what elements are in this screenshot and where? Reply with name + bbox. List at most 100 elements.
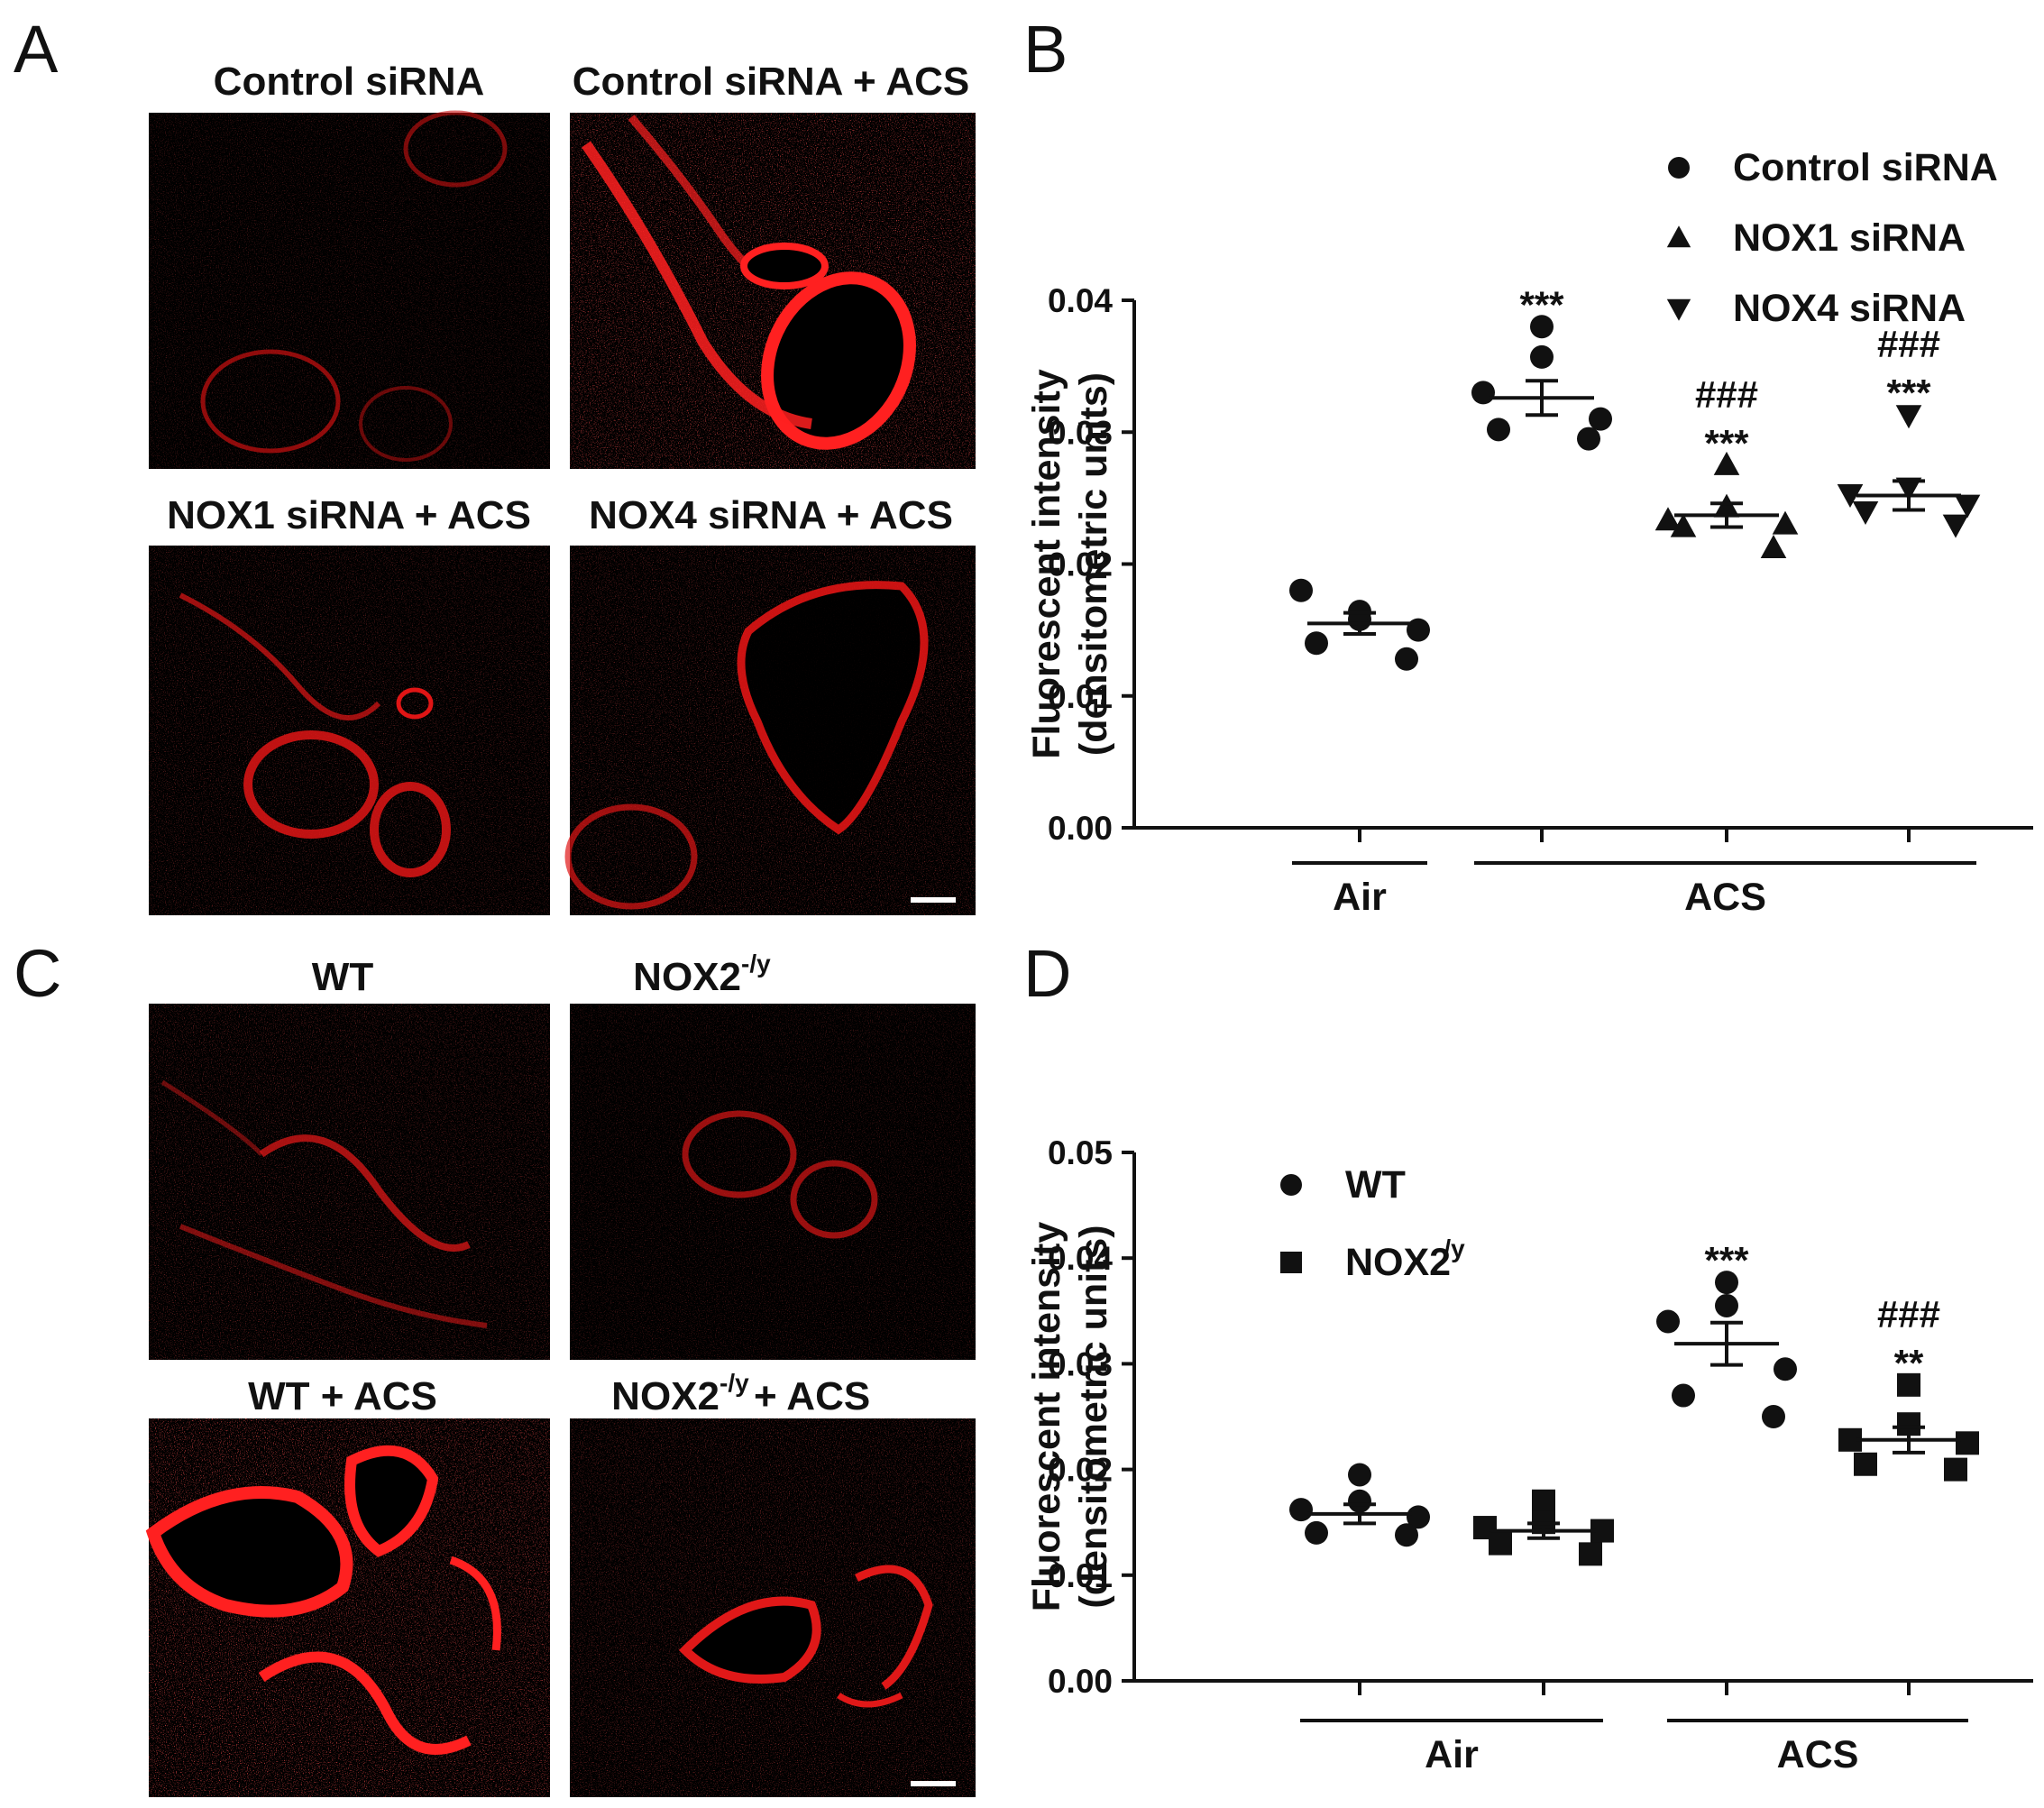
legend-label: WT [1345, 1163, 1406, 1207]
micrograph-c3 [145, 1418, 550, 1797]
data-point [1654, 507, 1682, 531]
data-point [1837, 483, 1864, 508]
significance-label: ### [1695, 373, 1758, 416]
panel-label-d: D [1023, 936, 1071, 1011]
significance-label: *** [1519, 283, 1564, 326]
y-tick-label: 0.04 [1048, 282, 1113, 319]
legend-marker [1666, 225, 1691, 248]
data-point [1530, 315, 1554, 339]
data-column: ** ### [1838, 1293, 1979, 1482]
group-label: ACS [1684, 876, 1766, 919]
image-title-c4: NOX2 -/y + ACS [611, 1369, 870, 1418]
data-point [1715, 1293, 1738, 1317]
data-column: *** [1471, 283, 1612, 451]
image-title-a1: Control siRNA [214, 60, 485, 104]
data-point [1670, 513, 1697, 537]
legend-entry: NOX2-/y [1280, 1234, 1465, 1284]
image-title-a3: NOX1 siRNA + ACS [167, 493, 531, 537]
micrograph-c2 [570, 1004, 976, 1360]
data-point [1944, 1457, 1967, 1482]
data-point [1471, 381, 1495, 405]
data-column: *** ### [1654, 373, 1799, 558]
data-point [1760, 535, 1787, 558]
data-point [1407, 1505, 1430, 1529]
y-tick-label: 0.01 [1048, 678, 1113, 715]
data-point [1854, 1452, 1877, 1476]
y-tick-label: 0.05 [1048, 1134, 1113, 1171]
data-point [1532, 1489, 1555, 1513]
data-column: *** ### [1837, 323, 1981, 538]
data-point [1942, 514, 1969, 538]
chart-d: 0.00 0.01 0.02 0.03 0.04 0.05 Fluorescent inte… [1025, 1134, 2033, 1776]
significance-label: ### [1877, 1293, 1940, 1335]
legend-label: NOX4 siRNA [1733, 287, 1966, 330]
data-point [1774, 1357, 1797, 1381]
legend-label: NOX1 siRNA [1733, 216, 1966, 260]
significance-label: *** [1704, 1239, 1749, 1281]
data-point [1489, 1531, 1512, 1556]
legend-entry: NOX1 siRNA [1666, 216, 1966, 260]
y-axis-label: Fluorescent intensity (densitometric unit… [1025, 1222, 1115, 1612]
svg-text:NOX2: NOX2 [611, 1374, 720, 1418]
image-title-c1: WT [312, 955, 374, 999]
y-axis-label-line2: (densitometric units) [1072, 1225, 1115, 1608]
data-point [1348, 1489, 1371, 1513]
image-title-c3: WT + ACS [248, 1374, 437, 1418]
group-label: Air [1333, 876, 1387, 919]
significance-label: ** [1894, 1342, 1924, 1384]
chart-b: 0.00 0.01 0.02 0.03 0.04 Fluorescent intensit… [1025, 146, 2033, 919]
y-axis-label: Fluorescent intensity (densitometric unit… [1025, 369, 1115, 759]
significance-label: ### [1877, 323, 1940, 365]
y-tick-label: 0.00 [1048, 1663, 1113, 1700]
data-point [1852, 500, 1879, 525]
image-title-c2: NOX2 -/y [633, 950, 771, 999]
micrograph-a4 [564, 546, 976, 915]
scale-bar [911, 897, 956, 903]
legend-entry: WT [1280, 1163, 1406, 1207]
svg-text:+ ACS: + ACS [754, 1374, 870, 1418]
legend-marker [1280, 1252, 1302, 1273]
y-tick-label: 0.00 [1048, 810, 1113, 847]
data-point [1772, 510, 1799, 535]
group-label: Air [1425, 1733, 1479, 1776]
image-title-a4: NOX4 siRNA + ACS [589, 493, 953, 537]
micrograph-c4 [570, 1418, 976, 1797]
micrograph-a3 [149, 546, 550, 915]
image-title-a2: Control siRNA + ACS [573, 60, 969, 104]
data-point [1487, 418, 1510, 442]
panel-label-b: B [1023, 12, 1068, 87]
data-column [1473, 1489, 1614, 1566]
y-axis-label-line1: Fluorescent intensity [1025, 369, 1068, 759]
data-column [1289, 1463, 1430, 1547]
scale-bar [911, 1781, 956, 1786]
data-point [1715, 1271, 1738, 1295]
group-label: ACS [1777, 1733, 1859, 1776]
data-point [1895, 405, 1922, 429]
data-point [1289, 1498, 1313, 1522]
data-point [1589, 407, 1612, 431]
y-axis-label-line2: (densitometric units) [1072, 372, 1115, 756]
micrograph-a1 [149, 110, 550, 469]
data-point [1954, 494, 1981, 519]
data-point [1579, 1542, 1602, 1566]
y-tick-label: 0.03 [1048, 414, 1113, 451]
data-column: *** [1656, 1239, 1797, 1428]
data-column [1289, 578, 1430, 671]
legend-label: NOX2 [1345, 1241, 1451, 1284]
y-tick-label: 0.03 [1048, 1345, 1113, 1382]
data-point [1672, 1383, 1695, 1408]
data-point [1530, 344, 1554, 369]
svg-text:NOX2: NOX2 [633, 955, 741, 999]
micrograph-a2 [570, 113, 976, 469]
panel-label-c: C [14, 936, 61, 1011]
data-point [1305, 631, 1328, 656]
data-point [1656, 1309, 1680, 1334]
y-tick-label: 0.02 [1048, 1452, 1113, 1489]
y-tick-label: 0.04 [1048, 1240, 1113, 1277]
legend-marker [1666, 298, 1691, 321]
data-point [1395, 647, 1418, 671]
data-point [1956, 1431, 1979, 1455]
legend-label: Control siRNA [1733, 146, 1998, 189]
data-point [1348, 1463, 1371, 1487]
